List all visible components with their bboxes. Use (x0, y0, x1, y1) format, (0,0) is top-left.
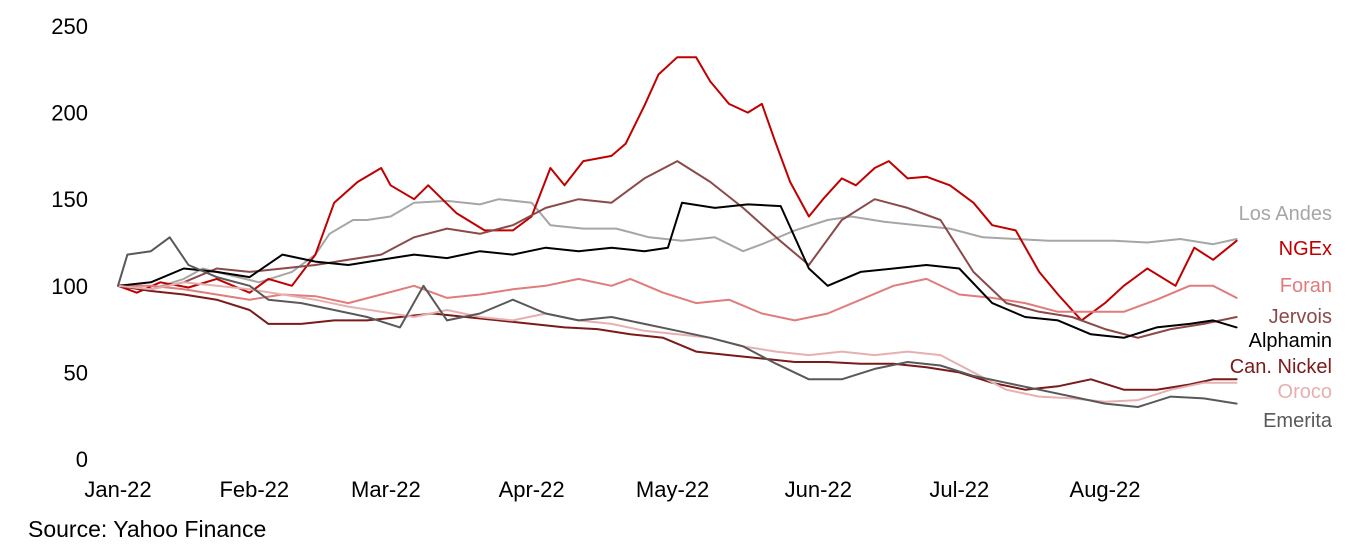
series-label: Alphamin (1249, 330, 1332, 352)
y-axis-ticks: 0 50 100 150 200 250 (51, 14, 88, 472)
series-line-emerita (117, 236, 1238, 408)
x-tick-label: May-22 (636, 477, 709, 502)
x-tick-label: Aug-22 (1070, 477, 1141, 502)
series-line-alphamin (117, 201, 1238, 339)
y-tick-label: 100 (51, 274, 88, 299)
x-tick-label: Jul-22 (929, 477, 989, 502)
series-label: Jervois (1269, 306, 1332, 328)
y-tick-label: 200 (51, 101, 88, 126)
series-label: Emerita (1263, 410, 1333, 432)
series-line-jervois (117, 160, 1238, 339)
x-axis-ticks: Jan-22 Feb-22 Mar-22 Apr-22 May-22 Jun-22 Jul-… (84, 477, 1140, 502)
series-label: Los Andes (1239, 203, 1332, 225)
y-tick-label: 50 (64, 360, 88, 385)
x-tick-label: Jun-22 (785, 477, 852, 502)
series-line-ngex (117, 56, 1238, 322)
series-label: Can. Nickel (1230, 356, 1332, 378)
x-tick-label: Apr-22 (499, 477, 565, 502)
series-label: Oroco (1278, 381, 1332, 403)
series-line-foran (117, 277, 1238, 322)
x-tick-label: Feb-22 (219, 477, 289, 502)
y-tick-label: 250 (51, 14, 88, 39)
x-tick-label: Jan-22 (84, 477, 151, 502)
series-line-oroco (117, 281, 1238, 403)
series-lines (117, 56, 1238, 408)
y-tick-label: 150 (51, 187, 88, 212)
series-label: Foran (1280, 275, 1332, 297)
series-label: NGEx (1279, 238, 1332, 260)
y-tick-label: 0 (76, 447, 88, 472)
x-tick-label: Mar-22 (351, 477, 421, 502)
series-line-los-andes (117, 198, 1238, 291)
source-note: Source: Yahoo Finance (28, 516, 267, 542)
series-line-can-nickel (117, 284, 1238, 391)
